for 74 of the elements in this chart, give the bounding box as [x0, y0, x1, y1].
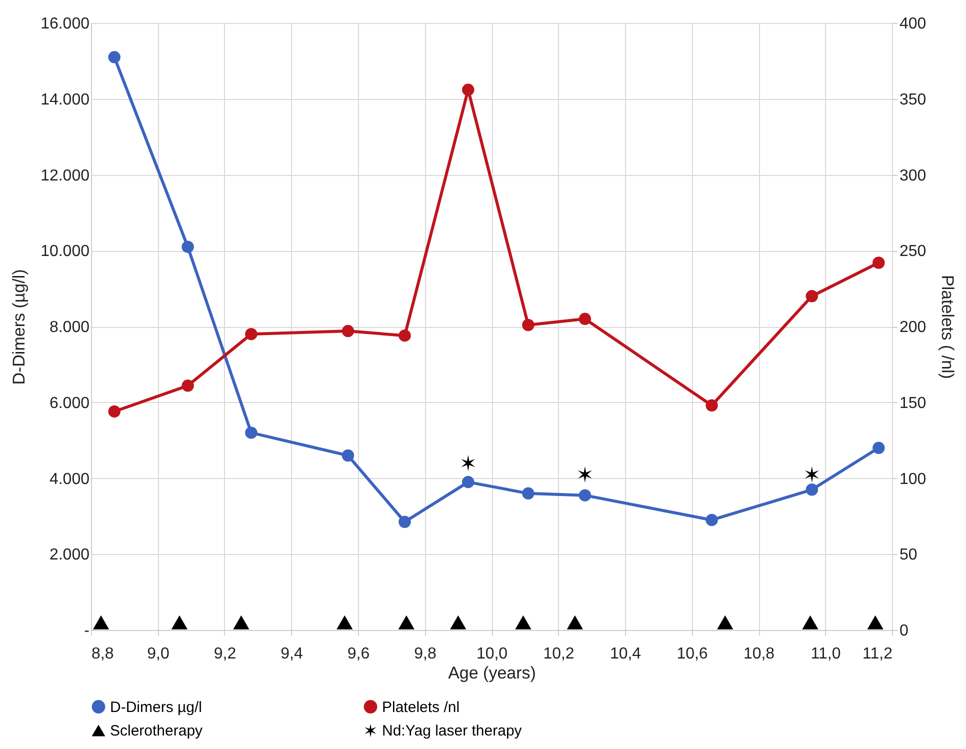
y-tick-label: 10.000	[40, 243, 90, 260]
x-tick-label: 10,6	[676, 646, 708, 662]
y2-tick-label: 0	[900, 622, 908, 640]
point	[706, 399, 718, 412]
point	[342, 449, 354, 462]
point	[182, 380, 194, 392]
point	[245, 328, 258, 340]
point	[872, 256, 885, 269]
point	[108, 405, 120, 418]
point	[245, 426, 258, 439]
x-tick-label: 10,0	[476, 646, 508, 662]
legend-label: Platelets /nl	[382, 698, 460, 716]
y-tick-label: 8.000	[49, 319, 90, 336]
point	[336, 615, 353, 630]
point	[804, 466, 819, 483]
y-tick-label: 4.000	[49, 470, 90, 488]
point	[806, 484, 818, 496]
y2-tick-label: 400	[900, 16, 926, 32]
x-tick-label: 9,2	[214, 646, 236, 662]
y2-tick-label: 350	[900, 91, 926, 108]
y2-tick-label: 300	[900, 167, 926, 184]
point	[515, 615, 532, 630]
point	[450, 615, 466, 630]
point	[462, 84, 474, 96]
y-axis-title: D-Dimers (µg/l)	[10, 269, 29, 385]
point	[578, 466, 592, 483]
point	[867, 615, 884, 630]
y-tick-label: -	[84, 622, 90, 640]
point	[578, 489, 592, 502]
point	[522, 318, 534, 332]
x-tick-label: 8,8	[92, 646, 114, 662]
point	[108, 51, 120, 64]
point	[706, 514, 718, 526]
y-tick-label: 16.000	[40, 16, 90, 32]
point	[717, 615, 734, 630]
legend-label: Sclerotherapy	[110, 722, 204, 740]
x-tick-label: 9,6	[347, 646, 370, 662]
y-tick-label: 12.000	[40, 167, 90, 184]
point	[342, 324, 354, 338]
y2-tick-label: 200	[900, 319, 926, 336]
point	[171, 615, 188, 630]
point	[578, 312, 592, 326]
point	[398, 329, 411, 342]
point	[566, 615, 583, 630]
y-tick-label: 14.000	[40, 91, 90, 108]
y-tick-label: 6.000	[49, 394, 90, 412]
point	[806, 290, 818, 302]
x-axis-title: Age (years)	[448, 664, 536, 682]
y2-tick-label: 100	[900, 470, 926, 488]
x-tick-label: 10,8	[743, 646, 775, 662]
x-tick-label: 10,2	[543, 646, 574, 662]
x-tick-label: 9,4	[280, 646, 303, 662]
point	[398, 615, 414, 630]
y2-tick-label: 50	[900, 546, 918, 564]
y2-tick-label: 150	[900, 394, 926, 412]
point	[802, 615, 818, 630]
point	[522, 487, 534, 500]
x-tick-label: 9,0	[147, 646, 170, 662]
y-tick-label: 2.000	[49, 546, 90, 564]
x-tick-label: 9,8	[414, 646, 436, 662]
point	[182, 240, 194, 253]
point	[233, 615, 250, 630]
point	[92, 615, 110, 630]
legend-label: D-Dimers µg/l	[110, 698, 202, 716]
point	[462, 476, 474, 488]
y2-axis-title: Platelets ( /nl)	[938, 275, 958, 379]
x-tick-label: 11,2	[862, 646, 893, 662]
legend-label: Nd:Yag laser therapy	[382, 722, 522, 740]
y2-tick-label: 250	[900, 243, 926, 260]
x-tick-label: 10,4	[610, 646, 642, 662]
point	[461, 455, 476, 472]
point	[872, 442, 885, 454]
point	[398, 516, 411, 528]
x-tick-label: 11,0	[810, 646, 841, 662]
